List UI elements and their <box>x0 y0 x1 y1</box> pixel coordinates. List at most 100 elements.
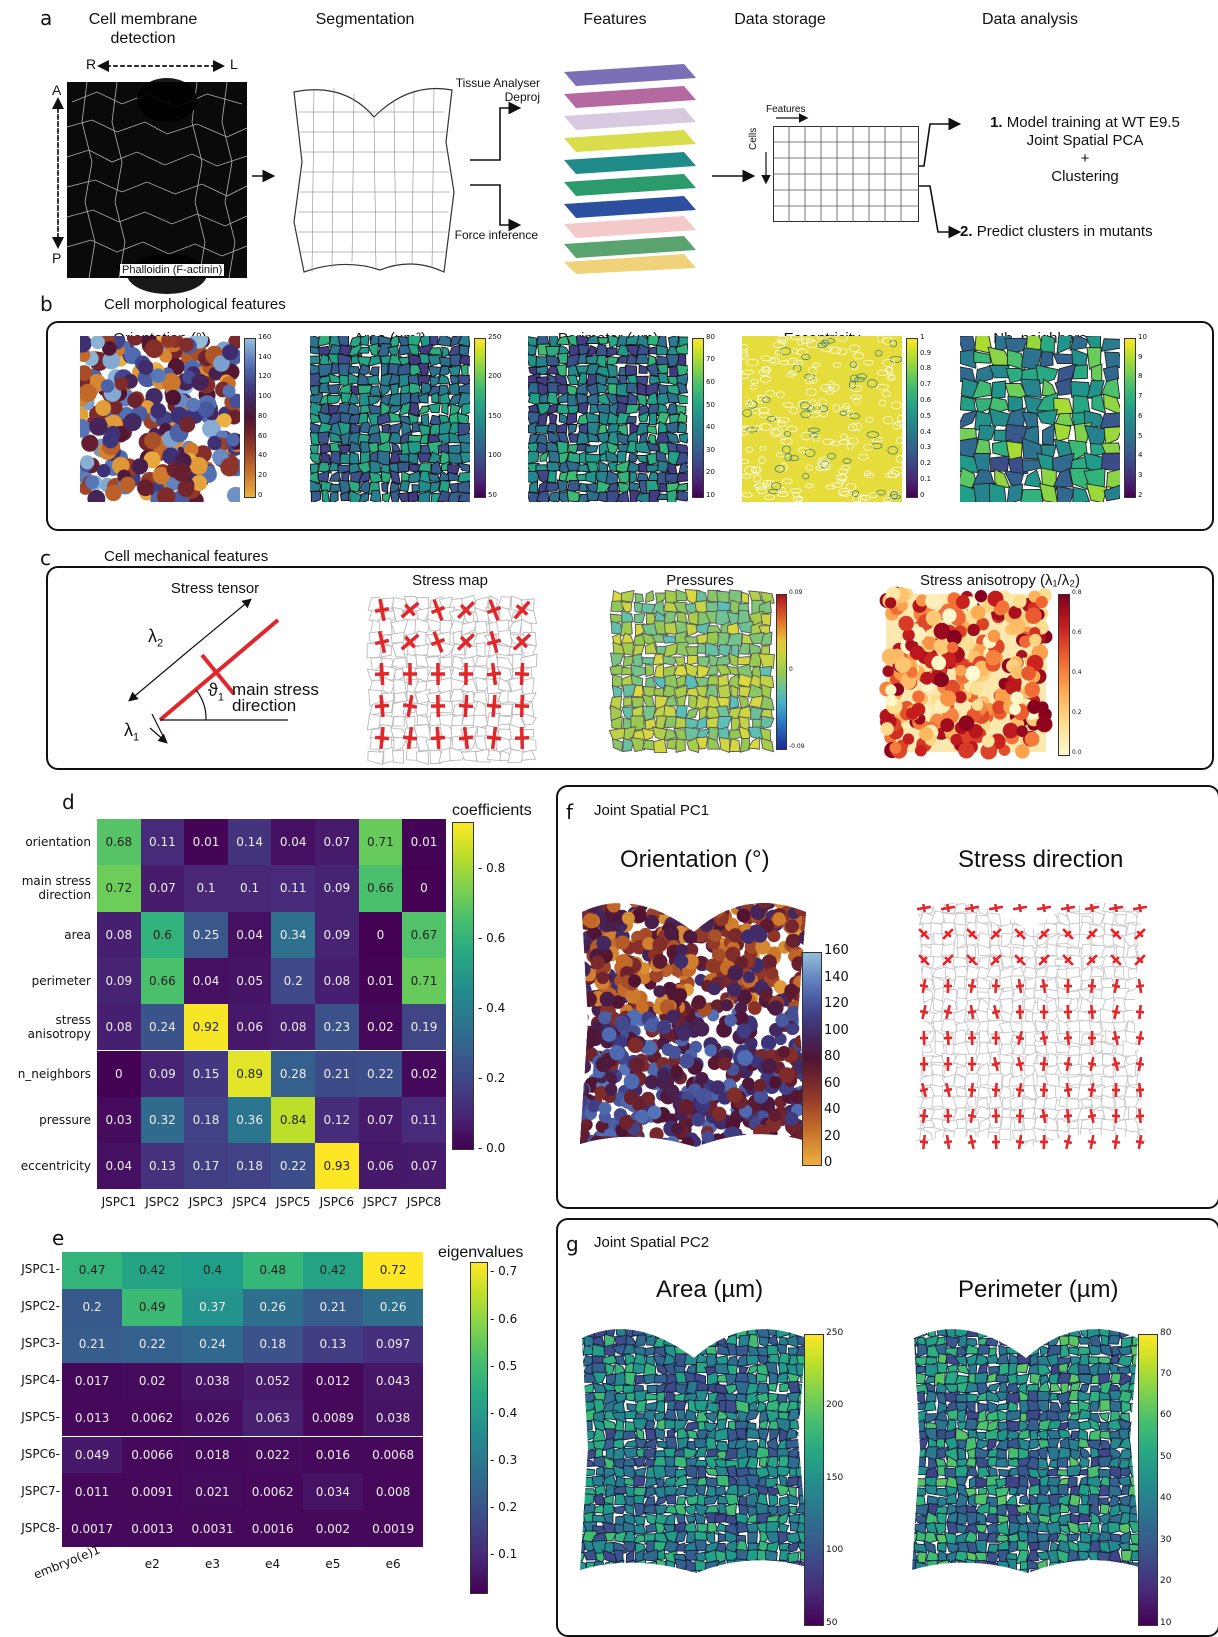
eigenvalues-colorbar-bar <box>470 1262 488 1594</box>
heatmap-e-cell: 0.48 <box>243 1252 303 1289</box>
panel-g-title: Joint Spatial PC2 <box>594 1234 709 1251</box>
anisotropy-colorbar-tick: 0.0 <box>1072 750 1082 756</box>
heatmap-e-cell: 0.42 <box>303 1252 363 1289</box>
stain-caption: Phalloidin (F-actinin) <box>120 264 224 276</box>
panel-b-colorbar-tick: 150 <box>488 413 501 420</box>
pc2-perimeter-map <box>906 1318 1156 1588</box>
heatmap-d-cell: 0.18 <box>228 1143 272 1189</box>
pc2-area-colorbar-tick: 50 <box>826 1619 837 1628</box>
heatmap-e-cell: 0.012 <box>303 1363 363 1400</box>
heatmap-d-col-label: JSPC5 <box>271 1195 315 1209</box>
panel-b-colorbar-tick: 250 <box>488 334 501 341</box>
heatmap-e-col-label: e3 <box>182 1557 242 1571</box>
heatmap-e-cell: 0.0089 <box>303 1400 363 1437</box>
heatmap-e-cell: 0.4 <box>182 1252 242 1289</box>
heatmap-e-cell: 0.47 <box>62 1252 122 1289</box>
heatmap-d-cell: 0.66 <box>141 958 185 1004</box>
panel-f-title: Joint Spatial PC1 <box>594 802 709 819</box>
panel-b-colorbar-tick: 200 <box>488 373 501 380</box>
heatmap-d-cell: 0.12 <box>315 1097 359 1143</box>
pc1-orientation-colorbar-tick: 20 <box>824 1130 841 1143</box>
branch-top-label: Tissue Analyser Deproj <box>420 76 540 104</box>
panel-f-right-title: Stress direction <box>958 846 1123 874</box>
pc2-perimeter-colorbar-tick: 30 <box>1160 1536 1171 1545</box>
heatmap-d-cell: 0.19 <box>402 1004 446 1050</box>
anisotropy-colorbar-tick: 0.8 <box>1072 590 1082 596</box>
heatmap-d-col-label: JSPC8 <box>402 1195 446 1209</box>
pc2-perimeter-colorbar-tick: 10 <box>1160 1619 1171 1628</box>
panel-b-colorbar-tick: 3 <box>1138 472 1142 479</box>
pc1-orientation-colorbar-tick: 160 <box>824 944 849 957</box>
heatmap-d-cell: 0.02 <box>402 1051 446 1097</box>
heatmap-d-row-label: n_neighbors <box>0 1060 91 1088</box>
coefficients-colorbar-tick: - 0.4 <box>478 1001 505 1015</box>
heatmap-d-cell: 0.34 <box>271 912 315 958</box>
heatmap-d-cell: 0.06 <box>359 1143 403 1189</box>
heatmap-d-cell: 0.17 <box>184 1143 228 1189</box>
heatmap-e-cell: 0.063 <box>243 1400 303 1437</box>
pc1-orientation-colorbar-tick: 60 <box>824 1077 841 1090</box>
pc2-perimeter-colorbar-tick: 20 <box>1160 1577 1171 1586</box>
heatmap-d-cell: 0.24 <box>141 1004 185 1050</box>
pc1-orientation-colorbar-tick: 140 <box>824 971 849 984</box>
panel-b-colorbar-tick: 0 <box>258 492 262 499</box>
heatmap-e-cell: 0.26 <box>243 1289 303 1326</box>
heatmap-e-cell: 0.22 <box>122 1326 182 1363</box>
heatmap-d-cell: 0.07 <box>402 1143 446 1189</box>
eigenvalues-colorbar-tick: - 0.7 <box>490 1264 517 1278</box>
heatmap-d-cell: 0 <box>359 912 403 958</box>
heatmap-e-row-label: JSPC5- <box>0 1410 60 1424</box>
pc2-area-colorbar-tick: 250 <box>826 1329 843 1338</box>
panel-b-colorbar-tick: 100 <box>488 452 501 459</box>
heatmap-d-col-label: JSPC4 <box>228 1195 272 1209</box>
panel-b-colorbar-bar <box>692 338 704 498</box>
coefficients-colorbar-tick: - 0.6 <box>478 931 505 945</box>
features-stack <box>554 60 704 275</box>
anisotropy-colorbar-tick: 0.4 <box>1072 670 1082 676</box>
heatmap-d-cell: 0.07 <box>315 819 359 865</box>
heatmap-d-col-label: JSPC2 <box>141 1195 185 1209</box>
panel-f-label: f <box>566 800 573 824</box>
heatmap-d-col-label: JSPC3 <box>184 1195 228 1209</box>
heatmap-d-cell: 0.89 <box>228 1051 272 1097</box>
lambda1-label: λ1 <box>124 720 139 744</box>
anisotropy-colorbar-tick: 0.6 <box>1072 630 1082 636</box>
heatmap-d-cell: 0.07 <box>141 865 185 911</box>
panel-b-colorbar-tick: 20 <box>258 472 267 479</box>
heatmap-e-cell: 0.0017 <box>62 1510 122 1547</box>
heatmap-d-cell: 0.11 <box>402 1097 446 1143</box>
step1-block: 1. Model training at WT E9.5 Joint Spati… <box>960 114 1210 186</box>
panel-b-colorbar-tick: 9 <box>1138 354 1142 361</box>
heatmap-d-cell: 0.06 <box>228 1004 272 1050</box>
panel-b-colorbar-tick: 50 <box>706 402 715 409</box>
heatmap-d-cell: 0.2 <box>271 958 315 1004</box>
panel-b-colorbar-tick: 1 <box>920 334 924 341</box>
heatmap-d-row-label: pressure <box>0 1106 91 1134</box>
heatmap-d-cell: 0.67 <box>402 912 446 958</box>
panel-b-colorbar-tick: 0.9 <box>920 350 931 357</box>
panel-b-colorbar-tick: 0.5 <box>920 413 931 420</box>
heatmap-e-cell: 0.049 <box>62 1437 122 1474</box>
membrane-image <box>67 82 247 278</box>
heatmap-d-cell: 0.1 <box>228 865 272 911</box>
panel-c-label: c <box>40 546 51 570</box>
pc1-orientation-colorbar-tick: 120 <box>824 997 849 1010</box>
heatmap-d-cell: 0.66 <box>359 865 403 911</box>
coefficients-colorbar-tick: - 0.0 <box>478 1141 505 1155</box>
tensor-title: Stress tensor <box>140 580 290 597</box>
heatmap-d-cell: 0.04 <box>228 912 272 958</box>
heatmap-e-cell: 0.37 <box>182 1289 242 1326</box>
heatmap-d-cell: 0.08 <box>97 912 141 958</box>
heatmap-d-cell: 0.72 <box>97 865 141 911</box>
heatmap-e-row-label: JSPC8- <box>0 1521 60 1535</box>
pc2-area-colorbar-bar <box>804 1334 824 1626</box>
pc1-orientation-map <box>574 892 824 1162</box>
heatmap-e-col-label: e6 <box>363 1557 423 1571</box>
anisotropy-colorbar-tick: 0.2 <box>1072 710 1082 716</box>
heatmap-d-cell: 0.08 <box>315 958 359 1004</box>
panel-g-label: g <box>566 1232 579 1256</box>
panel-e-label: e <box>52 1226 64 1250</box>
panel-b-colorbar-tick: 60 <box>258 433 267 440</box>
panel-b-colorbar-tick: 20 <box>706 469 715 476</box>
heatmap-e-cell: 0.0068 <box>363 1437 423 1474</box>
